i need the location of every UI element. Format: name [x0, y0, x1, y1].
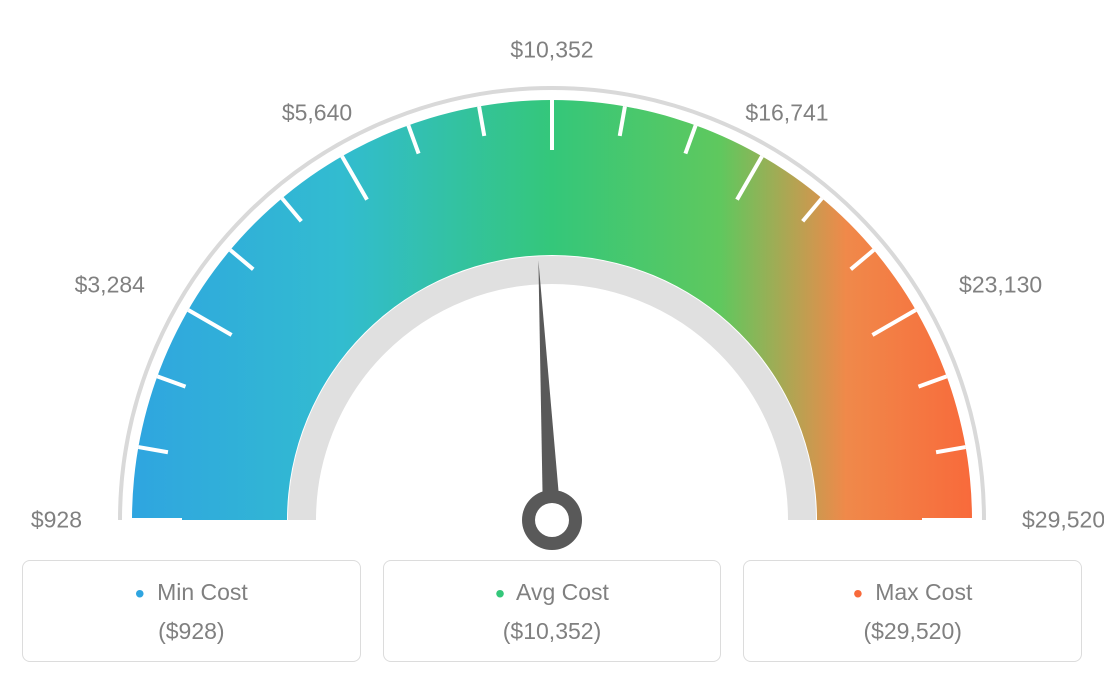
legend-title-avg: • Avg Cost: [394, 579, 711, 606]
dot-icon: •: [135, 578, 145, 609]
legend-row: • Min Cost ($928) • Avg Cost ($10,352) •…: [22, 560, 1082, 662]
gauge-tick-label: $3,284: [75, 272, 145, 299]
legend-title-text: Avg Cost: [516, 579, 609, 605]
legend-title-text: Min Cost: [157, 579, 248, 605]
legend-card-avg: • Avg Cost ($10,352): [383, 560, 722, 662]
legend-title-min: • Min Cost: [33, 579, 350, 606]
gauge-svg: [22, 20, 1082, 550]
gauge-tick-label: $23,130: [959, 272, 1042, 299]
dot-icon: •: [853, 578, 863, 609]
legend-title-text: Max Cost: [875, 579, 972, 605]
gauge-tick-label: $928: [31, 507, 82, 534]
dot-icon: •: [495, 578, 505, 609]
legend-card-min: • Min Cost ($928): [22, 560, 361, 662]
legend-value-min: ($928): [33, 618, 350, 645]
gauge-tick-label: $5,640: [282, 99, 352, 126]
gauge-tick-label: $29,520: [1022, 507, 1104, 534]
legend-title-max: • Max Cost: [754, 579, 1071, 606]
gauge-chart: $928$3,284$5,640$10,352$16,741$23,130$29…: [22, 20, 1082, 550]
gauge-tick-label: $10,352: [510, 37, 593, 64]
legend-value-max: ($29,520): [754, 618, 1071, 645]
gauge-tick-label: $16,741: [745, 99, 828, 126]
legend-card-max: • Max Cost ($29,520): [743, 560, 1082, 662]
legend-value-avg: ($10,352): [394, 618, 711, 645]
